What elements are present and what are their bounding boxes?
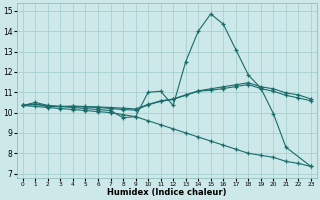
X-axis label: Humidex (Indice chaleur): Humidex (Indice chaleur) bbox=[107, 188, 227, 197]
